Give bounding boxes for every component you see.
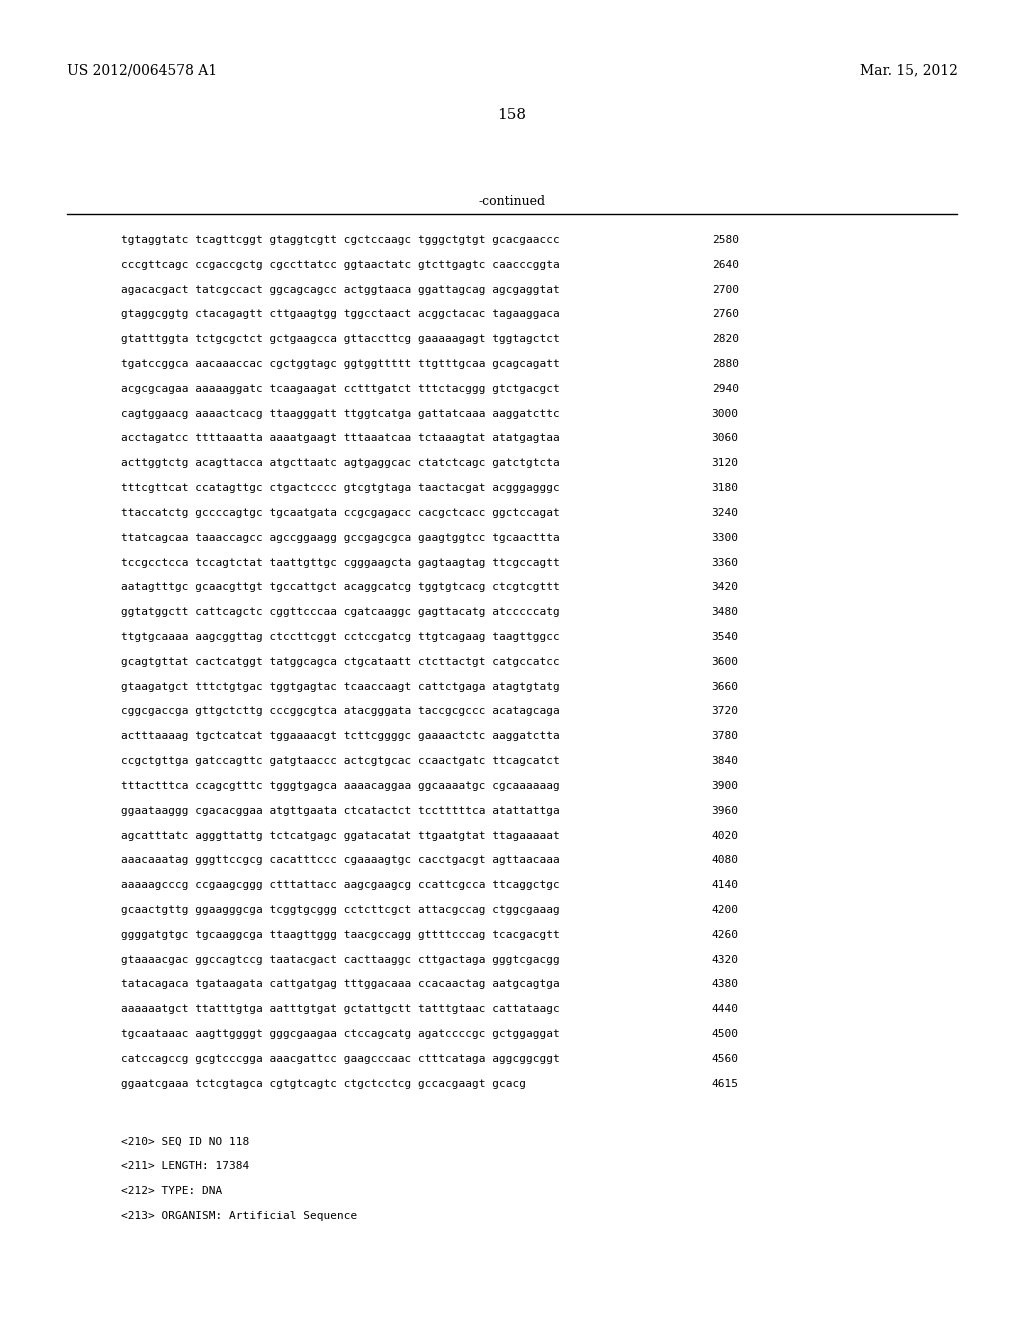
Text: 4080: 4080 — [712, 855, 738, 866]
Text: 3120: 3120 — [712, 458, 738, 469]
Text: <212> TYPE: DNA: <212> TYPE: DNA — [121, 1187, 222, 1196]
Text: aaacaaatag gggttccgcg cacatttccc cgaaaagtgc cacctgacgt agttaacaaa: aaacaaatag gggttccgcg cacatttccc cgaaaag… — [121, 855, 559, 866]
Text: 3600: 3600 — [712, 657, 738, 667]
Text: 3240: 3240 — [712, 508, 738, 517]
Text: gcagtgttat cactcatggt tatggcagca ctgcataatt ctcttactgt catgccatcc: gcagtgttat cactcatggt tatggcagca ctgcata… — [121, 657, 559, 667]
Text: tatacagaca tgataagata cattgatgag tttggacaaa ccacaactag aatgcagtga: tatacagaca tgataagata cattgatgag tttggac… — [121, 979, 559, 990]
Text: <210> SEQ ID NO 118: <210> SEQ ID NO 118 — [121, 1137, 249, 1147]
Text: 3300: 3300 — [712, 533, 738, 543]
Text: 3960: 3960 — [712, 805, 738, 816]
Text: 3540: 3540 — [712, 632, 738, 642]
Text: 3660: 3660 — [712, 681, 738, 692]
Text: ggggatgtgc tgcaaggcga ttaagttggg taacgccagg gttttcccag tcacgacgtt: ggggatgtgc tgcaaggcga ttaagttggg taacgcc… — [121, 929, 559, 940]
Text: 4500: 4500 — [712, 1030, 738, 1039]
Text: cagtggaacg aaaactcacg ttaagggatt ttggtcatga gattatcaaa aaggatcttc: cagtggaacg aaaactcacg ttaagggatt ttggtca… — [121, 409, 559, 418]
Text: 2700: 2700 — [712, 285, 738, 294]
Text: catccagccg gcgtcccgga aaacgattcc gaagcccaac ctttcataga aggcggcggt: catccagccg gcgtcccgga aaacgattcc gaagccc… — [121, 1053, 559, 1064]
Text: ttgtgcaaaa aagcggttag ctccttcggt cctccgatcg ttgtcagaag taagttggcc: ttgtgcaaaa aagcggttag ctccttcggt cctccga… — [121, 632, 559, 642]
Text: agcatttatc agggttattg tctcatgagc ggatacatat ttgaatgtat ttagaaaaat: agcatttatc agggttattg tctcatgagc ggataca… — [121, 830, 559, 841]
Text: actttaaaag tgctcatcat tggaaaacgt tcttcggggc gaaaactctc aaggatctta: actttaaaag tgctcatcat tggaaaacgt tcttcgg… — [121, 731, 559, 742]
Text: tgcaataaac aagttggggt gggcgaagaa ctccagcatg agatccccgc gctggaggat: tgcaataaac aagttggggt gggcgaagaa ctccagc… — [121, 1030, 559, 1039]
Text: US 2012/0064578 A1: US 2012/0064578 A1 — [67, 63, 217, 78]
Text: 3420: 3420 — [712, 582, 738, 593]
Text: 2640: 2640 — [712, 260, 738, 269]
Text: <213> ORGANISM: Artificial Sequence: <213> ORGANISM: Artificial Sequence — [121, 1210, 357, 1221]
Text: acgcgcagaa aaaaaggatc tcaagaagat cctttgatct tttctacggg gtctgacgct: acgcgcagaa aaaaaggatc tcaagaagat cctttga… — [121, 384, 559, 393]
Text: 4260: 4260 — [712, 929, 738, 940]
Text: cggcgaccga gttgctcttg cccggcgtca atacgggata taccgcgccc acatagcaga: cggcgaccga gttgctcttg cccggcgtca atacggg… — [121, 706, 559, 717]
Text: ggaataaggg cgacacggaa atgttgaata ctcatactct tcctttttca atattattga: ggaataaggg cgacacggaa atgttgaata ctcatac… — [121, 805, 559, 816]
Text: 4380: 4380 — [712, 979, 738, 990]
Text: <211> LENGTH: 17384: <211> LENGTH: 17384 — [121, 1162, 249, 1171]
Text: acttggtctg acagttacca atgcttaatc agtgaggcac ctatctcagc gatctgtcta: acttggtctg acagttacca atgcttaatc agtgagg… — [121, 458, 559, 469]
Text: 4140: 4140 — [712, 880, 738, 890]
Text: gcaactgttg ggaagggcga tcggtgcggg cctcttcgct attacgccag ctggcgaaag: gcaactgttg ggaagggcga tcggtgcggg cctcttc… — [121, 906, 559, 915]
Text: tgtaggtatc tcagttcggt gtaggtcgtt cgctccaagc tgggctgtgt gcacgaaccc: tgtaggtatc tcagttcggt gtaggtcgtt cgctcca… — [121, 235, 559, 246]
Text: agacacgact tatcgccact ggcagcagcc actggtaaca ggattagcag agcgaggtat: agacacgact tatcgccact ggcagcagcc actggta… — [121, 285, 559, 294]
Text: gtaggcggtg ctacagagtt cttgaagtgg tggcctaact acggctacac tagaaggaca: gtaggcggtg ctacagagtt cttgaagtgg tggccta… — [121, 309, 559, 319]
Text: 4560: 4560 — [712, 1053, 738, 1064]
Text: 4615: 4615 — [712, 1078, 738, 1089]
Text: 3000: 3000 — [712, 409, 738, 418]
Text: ggaatcgaaa tctcgtagca cgtgtcagtc ctgctcctcg gccacgaagt gcacg: ggaatcgaaa tctcgtagca cgtgtcagtc ctgctcc… — [121, 1078, 526, 1089]
Text: 4440: 4440 — [712, 1005, 738, 1014]
Text: 158: 158 — [498, 108, 526, 123]
Text: 2820: 2820 — [712, 334, 738, 345]
Text: 3720: 3720 — [712, 706, 738, 717]
Text: acctagatcc ttttaaatta aaaatgaagt tttaaatcaa tctaaagtat atatgagtaa: acctagatcc ttttaaatta aaaatgaagt tttaaat… — [121, 433, 559, 444]
Text: 4020: 4020 — [712, 830, 738, 841]
Text: aatagtttgc gcaacgttgt tgccattgct acaggcatcg tggtgtcacg ctcgtcgttt: aatagtttgc gcaacgttgt tgccattgct acaggca… — [121, 582, 559, 593]
Text: 3900: 3900 — [712, 781, 738, 791]
Text: tttcgttcat ccatagttgc ctgactcccc gtcgtgtaga taactacgat acgggagggc: tttcgttcat ccatagttgc ctgactcccc gtcgtgt… — [121, 483, 559, 494]
Text: 2760: 2760 — [712, 309, 738, 319]
Text: ttaccatctg gccccagtgc tgcaatgata ccgcgagacc cacgctcacc ggctccagat: ttaccatctg gccccagtgc tgcaatgata ccgcgag… — [121, 508, 559, 517]
Text: cccgttcagc ccgaccgctg cgccttatcc ggtaactatc gtcttgagtc caacccggta: cccgttcagc ccgaccgctg cgccttatcc ggtaact… — [121, 260, 559, 269]
Text: aaaaagcccg ccgaagcggg ctttattacc aagcgaagcg ccattcgcca ttcaggctgc: aaaaagcccg ccgaagcggg ctttattacc aagcgaa… — [121, 880, 559, 890]
Text: 2940: 2940 — [712, 384, 738, 393]
Text: gtatttggta tctgcgctct gctgaagcca gttaccttcg gaaaaagagt tggtagctct: gtatttggta tctgcgctct gctgaagcca gttacct… — [121, 334, 559, 345]
Text: ccgctgttga gatccagttc gatgtaaccc actcgtgcac ccaactgatc ttcagcatct: ccgctgttga gatccagttc gatgtaaccc actcgtg… — [121, 756, 559, 766]
Text: tgatccggca aacaaaccac cgctggtagc ggtggttttt ttgtttgcaa gcagcagatt: tgatccggca aacaaaccac cgctggtagc ggtggtt… — [121, 359, 559, 370]
Text: 3780: 3780 — [712, 731, 738, 742]
Text: 4320: 4320 — [712, 954, 738, 965]
Text: 3180: 3180 — [712, 483, 738, 494]
Text: tttactttca ccagcgtttc tgggtgagca aaaacaggaa ggcaaaatgc cgcaaaaaag: tttactttca ccagcgtttc tgggtgagca aaaacag… — [121, 781, 559, 791]
Text: aaaaaatgct ttatttgtga aatttgtgat gctattgctt tatttgtaac cattataagc: aaaaaatgct ttatttgtga aatttgtgat gctattg… — [121, 1005, 559, 1014]
Text: ttatcagcaa taaaccagcc agccggaagg gccgagcgca gaagtggtcc tgcaacttta: ttatcagcaa taaaccagcc agccggaagg gccgagc… — [121, 533, 559, 543]
Text: Mar. 15, 2012: Mar. 15, 2012 — [859, 63, 957, 78]
Text: 3060: 3060 — [712, 433, 738, 444]
Text: 3840: 3840 — [712, 756, 738, 766]
Text: 4200: 4200 — [712, 906, 738, 915]
Text: 3360: 3360 — [712, 557, 738, 568]
Text: -continued: -continued — [478, 195, 546, 209]
Text: ggtatggctt cattcagctc cggttcccaa cgatcaaggc gagttacatg atcccccatg: ggtatggctt cattcagctc cggttcccaa cgatcaa… — [121, 607, 559, 618]
Text: gtaagatgct tttctgtgac tggtgagtac tcaaccaagt cattctgaga atagtgtatg: gtaagatgct tttctgtgac tggtgagtac tcaacca… — [121, 681, 559, 692]
Text: 3480: 3480 — [712, 607, 738, 618]
Text: 2580: 2580 — [712, 235, 738, 246]
Text: gtaaaacgac ggccagtccg taatacgact cacttaaggc cttgactaga gggtcgacgg: gtaaaacgac ggccagtccg taatacgact cacttaa… — [121, 954, 559, 965]
Text: tccgcctcca tccagtctat taattgttgc cgggaagcta gagtaagtag ttcgccagtt: tccgcctcca tccagtctat taattgttgc cgggaag… — [121, 557, 559, 568]
Text: 2880: 2880 — [712, 359, 738, 370]
